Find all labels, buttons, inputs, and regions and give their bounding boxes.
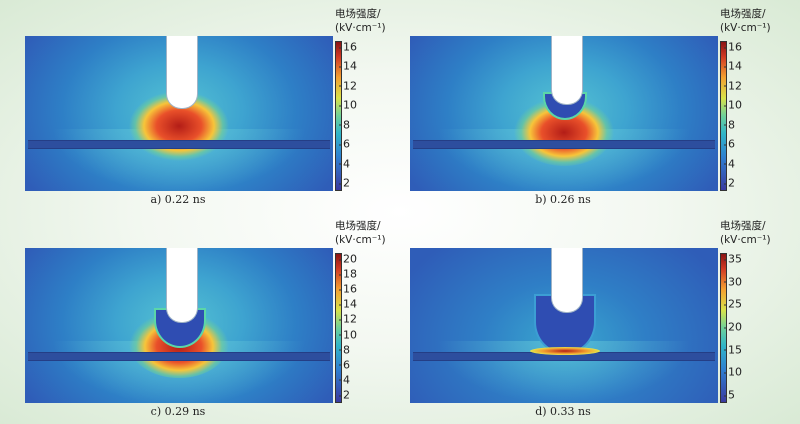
- colorbar-tick-label: 6: [339, 137, 350, 151]
- caption-d: d) 0.33 ns: [535, 405, 591, 418]
- colorbar-ticks-d: 35 30 25 20 15 10 5: [724, 252, 748, 402]
- colorbar: [335, 41, 342, 191]
- field-plot-d: [410, 248, 718, 403]
- colorbar-title-line1: 电场强度/: [335, 220, 381, 232]
- colorbar: [335, 253, 342, 403]
- caption-a: a) 0.22 ns: [150, 193, 206, 206]
- colorbar-title-line1: 电场强度/: [720, 8, 766, 20]
- electrode: [166, 36, 198, 109]
- electrode: [551, 248, 583, 313]
- colorbar: [720, 253, 727, 403]
- colorbar-tick-label: 2: [339, 176, 350, 190]
- colorbar-tick-label: 8: [339, 343, 350, 357]
- colorbar-tick-label: 10: [724, 365, 742, 379]
- colorbar-ticks-b: 16 14 12 10 8 6 4 2: [724, 40, 748, 190]
- colorbar-title-line1: 电场强度/: [720, 220, 766, 232]
- dielectric-layer: [413, 140, 715, 149]
- dielectric-layer: [28, 140, 330, 149]
- panel-c: c) 0.29 ns 电场强度/ (kV·cm⁻¹) 20 18 16 14 12 10 8…: [0, 212, 400, 424]
- colorbar: [720, 41, 727, 191]
- colorbar-tick-label: 6: [339, 358, 350, 372]
- colorbar-tick-label: 4: [724, 157, 735, 171]
- colorbar-tick-label: 12: [724, 79, 742, 93]
- colorbar-title-line2: (kV·cm⁻¹): [335, 22, 386, 34]
- colorbar-tick-label: 18: [339, 267, 357, 281]
- electrode: [166, 248, 198, 323]
- colorbar-title-b: 电场强度/ (kV·cm⁻¹): [720, 7, 771, 35]
- colorbar-tick-label: 12: [339, 79, 357, 93]
- colorbar-tick-label: 20: [724, 320, 742, 334]
- colorbar-title-line1: 电场强度/: [335, 8, 381, 20]
- field-plot-b: [410, 36, 718, 191]
- colorbar-tick-label: 15: [724, 343, 742, 357]
- caption-c: c) 0.29 ns: [150, 405, 206, 418]
- colorbar-tick-label: 6: [724, 137, 735, 151]
- colorbar-tick-label: 8: [724, 118, 735, 132]
- surface-hotspot: [530, 347, 600, 355]
- colorbar-title-line2: (kV·cm⁻¹): [720, 234, 771, 246]
- colorbar-title-c: 电场强度/ (kV·cm⁻¹): [335, 219, 386, 247]
- colorbar-title-line2: (kV·cm⁻¹): [335, 234, 386, 246]
- colorbar-tick-label: 4: [339, 157, 350, 171]
- colorbar-tick-label: 2: [724, 176, 735, 190]
- colorbar-tick-label: 2: [339, 388, 350, 402]
- colorbar-title-d: 电场强度/ (kV·cm⁻¹): [720, 219, 771, 247]
- colorbar-tick-label: 12: [339, 312, 357, 326]
- colorbar-ticks-c: 20 18 16 14 12 10 8 6 4 2: [339, 252, 363, 402]
- dielectric-layer: [28, 352, 330, 361]
- colorbar-tick-label: 10: [339, 328, 357, 342]
- colorbar-tick-label: 14: [339, 297, 357, 311]
- panel-d: d) 0.33 ns 电场强度/ (kV·cm⁻¹) 35 30 25 20 15 10 5: [385, 212, 785, 424]
- electrode: [551, 36, 583, 105]
- colorbar-tick-label: 8: [339, 118, 350, 132]
- caption-b: b) 0.26 ns: [535, 193, 591, 206]
- field-plot-c: [25, 248, 333, 403]
- colorbar-tick-label: 10: [339, 98, 357, 112]
- colorbar-tick-label: 16: [339, 40, 357, 54]
- colorbar-title-a: 电场强度/ (kV·cm⁻¹): [335, 7, 386, 35]
- colorbar-ticks-a: 16 14 12 10 8 6 4 2: [339, 40, 363, 190]
- colorbar-tick-label: 14: [724, 59, 742, 73]
- colorbar-tick-label: 16: [724, 40, 742, 54]
- colorbar-tick-label: 4: [339, 373, 350, 387]
- colorbar-tick-label: 35: [724, 252, 742, 266]
- panel-b: b) 0.26 ns 电场强度/ (kV·cm⁻¹) 16 14 12 10 8 6 4 2: [385, 0, 785, 212]
- colorbar-tick-label: 5: [724, 388, 735, 402]
- colorbar-tick-label: 30: [724, 275, 742, 289]
- colorbar-tick-label: 25: [724, 297, 742, 311]
- colorbar-tick-label: 14: [339, 59, 357, 73]
- colorbar-tick-label: 16: [339, 282, 357, 296]
- colorbar-tick-label: 10: [724, 98, 742, 112]
- colorbar-tick-label: 20: [339, 252, 357, 266]
- colorbar-title-line2: (kV·cm⁻¹): [720, 22, 771, 34]
- field-plot-a: [25, 36, 333, 191]
- panel-a: a) 0.22 ns 电场强度/ (kV·cm⁻¹) 16 14 12 10 8 6 4 2: [0, 0, 400, 212]
